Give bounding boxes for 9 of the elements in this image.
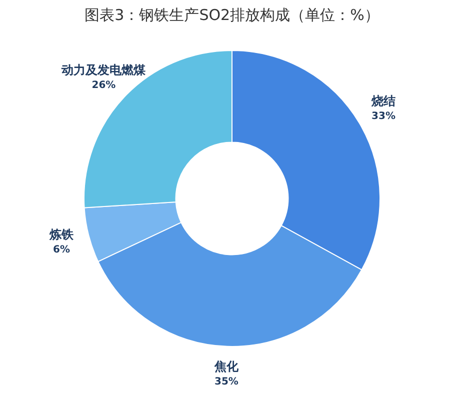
data-label: 6% (53, 244, 70, 256)
slice-label: 炼铁 (48, 227, 75, 242)
slice-label: 焦化 (213, 359, 240, 374)
slice-label: 动力及发电燃煤 (60, 63, 147, 78)
chart-title: 图表3：钢铁生产SO2排放构成（单位：%） (84, 6, 380, 25)
data-label: 33% (372, 110, 396, 122)
data-label: 26% (92, 80, 116, 92)
slice-label: 烧结 (370, 94, 396, 108)
data-label: 35% (214, 376, 238, 388)
